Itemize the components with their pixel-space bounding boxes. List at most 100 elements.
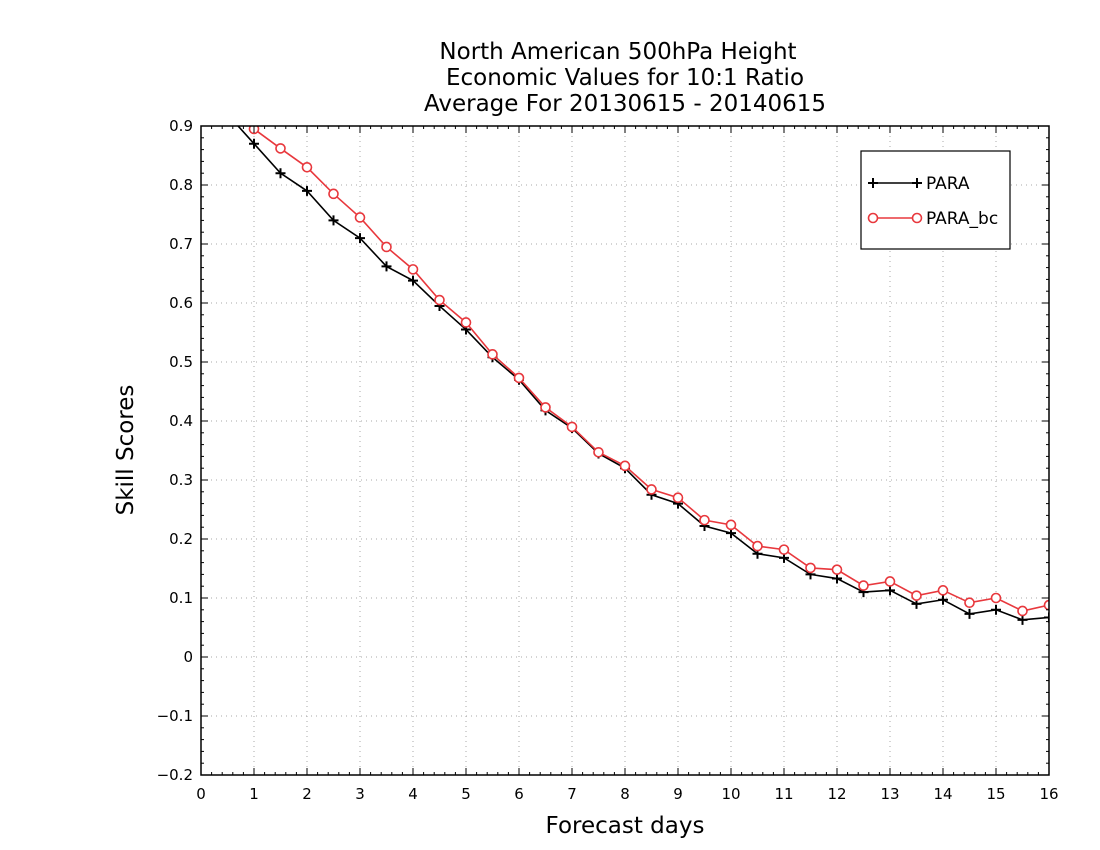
series-para-point: [1044, 612, 1049, 623]
y-tick-label: −0.1: [157, 707, 193, 725]
series-para-point: [355, 233, 365, 244]
series-para-bc: [223, 92, 1049, 617]
series-para-bc-point: [354, 212, 366, 223]
x-tick-label: 8: [620, 785, 630, 803]
chart-title: North American 500hPa Height Economic Va…: [424, 39, 826, 117]
legend-para-bc-entry: PARA_bc: [867, 209, 998, 229]
y-tick-label: 0: [183, 648, 193, 666]
series-para-bc-point: [831, 564, 843, 575]
y-tick-label: 0.9: [169, 117, 193, 135]
x-axis-label: Forecast days: [546, 813, 705, 839]
series-para-point: [991, 604, 1001, 615]
x-tick-label: 12: [827, 785, 846, 803]
legend-para-swatch-start-point: [868, 178, 878, 188]
y-tick-label: 0.8: [169, 176, 193, 194]
series-para-point: [964, 608, 975, 619]
legend-para-entry: PARA: [868, 174, 970, 194]
series-para-bc-point: [434, 294, 445, 306]
x-tick-label: 4: [408, 785, 418, 803]
series-para-bc-point: [460, 317, 472, 328]
series-para-point: [408, 275, 418, 286]
x-tick-label: 2: [302, 785, 312, 803]
series-para-bc-point: [1043, 599, 1049, 611]
series-para-point: [1017, 614, 1028, 625]
legend-para-bc-swatch-start-point: [867, 212, 879, 224]
x-tick-label: 11: [774, 785, 793, 803]
x-tick-label: 3: [355, 785, 365, 803]
series-para-bc-point: [275, 143, 286, 154]
title-line-3: Average For 20130615 - 20140615: [424, 91, 826, 117]
series-para-bc-point: [805, 562, 816, 574]
series-para-bc-point: [646, 484, 657, 495]
series-para-bc-point: [566, 421, 578, 433]
y-tick-label: 0.3: [169, 471, 193, 489]
series-para-bc-point: [990, 592, 1002, 604]
x-tick-label: 15: [986, 785, 1005, 803]
series-para-bc-point: [937, 585, 949, 596]
series-para-bc-point: [911, 590, 922, 601]
y-tick-label: −0.2: [157, 766, 193, 784]
series-para-bc-point: [699, 514, 710, 526]
series-para-bc-point: [381, 241, 392, 253]
legend-para-swatch-end-point: [912, 178, 922, 188]
legend-para-bc-label: PARA_bc: [926, 209, 998, 229]
legend-para-bc-swatch-end-point: [911, 212, 923, 224]
x-tick-label: 0: [196, 785, 206, 803]
x-tick-label: 1: [249, 785, 259, 803]
x-tick-label: 16: [1039, 785, 1058, 803]
y-tick-label: 0.5: [169, 353, 193, 371]
x-tick-label: 14: [933, 785, 952, 803]
series-para-bc-point: [223, 92, 232, 101]
series-layer: [223, 92, 1049, 625]
series-para-bc-point: [513, 372, 525, 384]
x-tick-label: 10: [721, 785, 740, 803]
legend: PARA PARA_bc: [860, 150, 1011, 250]
x-tick-label: 7: [567, 785, 577, 803]
series-para-bc-point: [301, 162, 313, 173]
series-para-bc-point: [540, 402, 551, 413]
series-para-bc-point: [593, 446, 604, 458]
y-tick-label: 0.1: [169, 589, 193, 607]
x-tick-label: 13: [880, 785, 899, 803]
series-para-bc-point: [778, 544, 790, 555]
title-line-2: Economic Values for 10:1 Ratio: [446, 65, 804, 91]
x-tick-label: 5: [461, 785, 471, 803]
series-para-point: [938, 594, 948, 605]
x-tick-label: 6: [514, 785, 524, 803]
series-para-bc-point: [752, 540, 763, 552]
series-para-bc-point: [884, 576, 896, 587]
series-para-point: [223, 109, 233, 119]
series-para-point: [275, 168, 286, 179]
y-tick-labels: −0.2 −0.1 0 0.1 0.2 0.3 0.4 0.5 0.6 0.7 0.8 0.9: [157, 117, 193, 784]
y-tick-label: 0.7: [169, 235, 193, 253]
series-para-point: [885, 585, 895, 596]
series-para-point: [249, 138, 259, 149]
x-tick-label: 9: [673, 785, 683, 803]
series-para-bc-point: [407, 264, 419, 275]
legend-box: [860, 150, 1011, 250]
y-tick-label: 0.6: [169, 294, 193, 312]
series-para: [223, 109, 1049, 625]
series-para-bc-point: [725, 519, 737, 531]
series-para-bc-point: [1017, 605, 1028, 617]
series-para-point: [328, 215, 339, 226]
legend-para-label: PARA: [926, 174, 970, 194]
axis-ticks: [200, 125, 1050, 776]
series-para-point: [302, 185, 312, 196]
grid: [201, 126, 1049, 775]
y-tick-label: 0.2: [169, 530, 193, 548]
series-para-bc-point: [672, 492, 684, 504]
series-para-line: [237, 126, 1049, 621]
series-para-point: [381, 261, 392, 272]
series-para-bc-point: [964, 597, 975, 609]
series-para-bc-point: [487, 349, 498, 360]
y-tick-label: 0.4: [169, 412, 193, 430]
series-para-point: [832, 573, 842, 584]
y-axis-label: Skill Scores: [113, 385, 139, 516]
series-para-bc-point: [858, 580, 869, 591]
series-para-bc-point: [328, 188, 339, 200]
title-line-1: North American 500hPa Height: [439, 39, 796, 65]
series-para-bc-point: [619, 460, 631, 472]
x-tick-labels: 0 1 2 3 4 5 6 7 8 9 10 11 12 13 14 15 16: [196, 785, 1058, 803]
